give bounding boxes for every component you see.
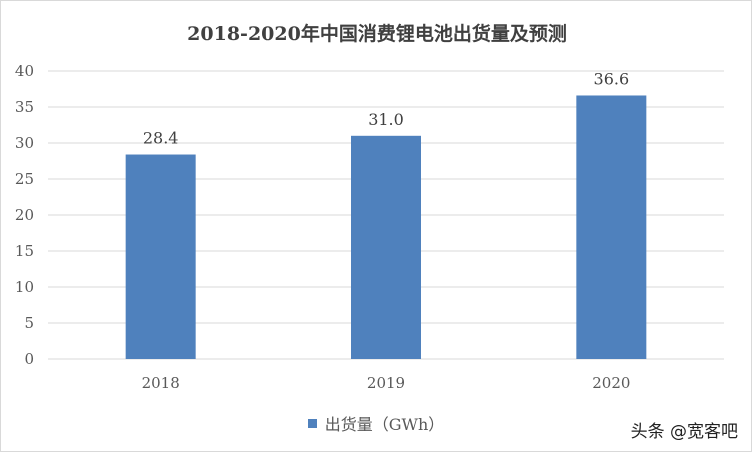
data-label: 36.6: [594, 69, 630, 88]
data-label: 28.4: [143, 129, 179, 148]
legend-label: 出货量（GWh）: [324, 415, 445, 434]
data-label: 31.0: [368, 110, 404, 129]
chart-title: 2018-2020年中国消费锂电池出货量及预测: [187, 23, 567, 45]
x-tick-label: 2018: [142, 374, 180, 392]
x-tick-label: 2020: [592, 374, 630, 392]
y-tick-label: 15: [15, 242, 34, 260]
x-tick-label: 2019: [367, 374, 405, 392]
watermark: 头条 @宽客吧: [630, 422, 738, 442]
y-tick-label: 10: [15, 278, 34, 296]
bar: [351, 135, 421, 359]
bar: [576, 95, 647, 359]
y-tick-label: 30: [15, 134, 34, 152]
y-tick-label: 0: [24, 350, 34, 368]
y-tick-label: 40: [15, 62, 34, 80]
y-tick-label: 20: [15, 206, 34, 224]
bar: [125, 154, 196, 359]
legend: 出货量（GWh）: [0, 411, 752, 435]
y-tick-label: 5: [24, 314, 34, 332]
y-tick-label: 35: [15, 98, 34, 116]
legend-swatch: [307, 418, 317, 428]
y-tick-label: 25: [15, 170, 34, 188]
